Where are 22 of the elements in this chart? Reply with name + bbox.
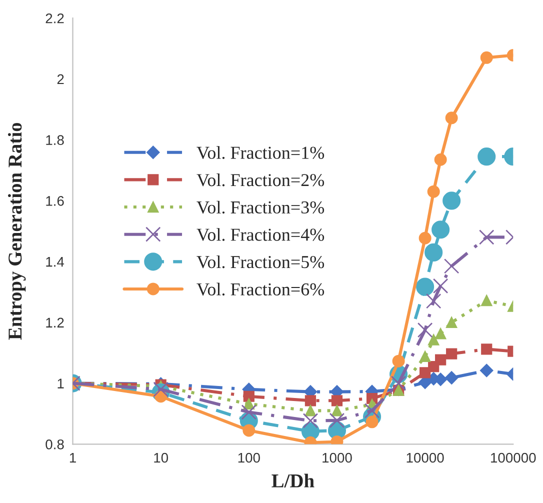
y-tick-label: 1.6 (46, 196, 64, 206)
x-tick-label: 10000 (406, 452, 444, 463)
x-tick-label: 1 (70, 452, 76, 463)
legend-label: Vol. Fraction=3% (196, 200, 324, 214)
y-tick-label: 0.8 (46, 439, 64, 450)
y-tick-label: 2.2 (46, 13, 64, 24)
y-axis-title: Entropy Generation Ratio (8, 122, 26, 340)
y-tick-label: 1.2 (46, 318, 64, 328)
legend-label: Vol. Fraction=1% (196, 146, 324, 159)
x-tick-label: 1000 (322, 452, 352, 463)
y-tick-label: 2 (57, 74, 64, 84)
x-tick-label: 100000 (491, 452, 536, 463)
y-tick-label: 1 (58, 378, 64, 388)
x-axis-title: L/Dh (272, 474, 314, 488)
legend-label: Vol. Fraction=2% (196, 174, 324, 186)
legend-label: Vol. Fraction=5% (196, 255, 324, 268)
y-tick-label: 1.4 (46, 257, 64, 267)
legend-label: Vol. Fraction=6% (196, 282, 324, 296)
x-tick-label: 10 (154, 452, 168, 463)
y-tick-label: 1.8 (46, 135, 64, 146)
x-tick-label: 100 (238, 452, 260, 463)
legend-label: Vol. Fraction=4% (196, 228, 324, 241)
